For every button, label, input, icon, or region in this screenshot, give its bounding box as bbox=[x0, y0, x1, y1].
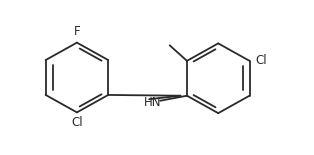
Text: F: F bbox=[73, 25, 80, 38]
Text: Cl: Cl bbox=[71, 116, 83, 129]
Text: Cl: Cl bbox=[255, 54, 267, 67]
Text: HN: HN bbox=[143, 96, 161, 109]
